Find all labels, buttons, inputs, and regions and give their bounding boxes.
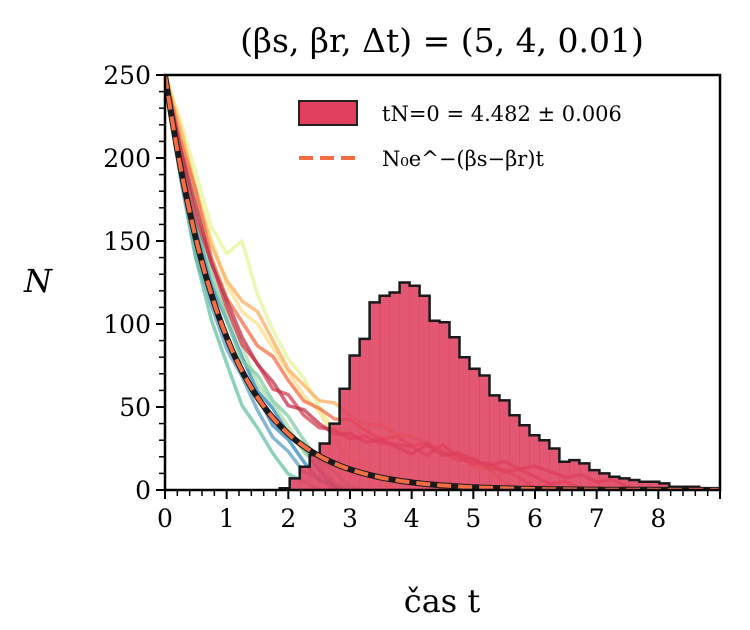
histogram-bar bbox=[599, 473, 610, 490]
x-tick-label: 4 bbox=[404, 504, 420, 533]
histogram-bar bbox=[459, 357, 471, 490]
histogram-bar bbox=[589, 470, 600, 490]
x-tick-label: 7 bbox=[589, 504, 605, 533]
histogram-bar bbox=[319, 443, 331, 490]
chart-title: (βs, βr, Δt) = (5, 4, 0.01) bbox=[240, 21, 644, 60]
histogram-bar bbox=[639, 481, 650, 490]
histogram-bar bbox=[629, 480, 640, 490]
x-tick-label: 8 bbox=[650, 504, 666, 533]
histogram-bar bbox=[619, 478, 630, 490]
y-tick-label: 150 bbox=[103, 227, 151, 256]
histogram-bar bbox=[449, 337, 461, 490]
histogram-bar bbox=[609, 476, 620, 490]
y-tick-label: 0 bbox=[135, 476, 151, 505]
histogram-bar bbox=[329, 423, 341, 490]
x-tick-label: 2 bbox=[280, 504, 296, 533]
histogram-bar bbox=[579, 463, 590, 490]
x-axis-label: čas t bbox=[404, 582, 481, 620]
histogram-bar bbox=[389, 292, 401, 490]
histogram-bar bbox=[359, 338, 371, 490]
histogram-bar bbox=[499, 400, 510, 490]
legend-histogram-label: tN=0 = 4.482 ± 0.006 bbox=[382, 102, 622, 126]
histogram-bar bbox=[349, 355, 361, 490]
histogram-outline bbox=[278, 281, 720, 490]
x-tick-label: 1 bbox=[219, 504, 235, 533]
histogram-bar bbox=[539, 440, 550, 490]
histogram-bar bbox=[289, 478, 301, 490]
y-tick-label: 200 bbox=[103, 144, 151, 173]
histogram-bar bbox=[489, 395, 500, 490]
histogram-bar bbox=[299, 466, 311, 490]
legend-histogram-swatch bbox=[298, 100, 358, 126]
histogram-bar bbox=[439, 322, 451, 490]
x-tick-label: 6 bbox=[527, 504, 543, 533]
trajectory-line bbox=[165, 75, 336, 490]
histogram-bar bbox=[429, 320, 441, 490]
histogram-bar bbox=[649, 481, 660, 490]
histogram-bar bbox=[659, 483, 670, 490]
legend-exponential-label: N₀e^−(βs−βr)t bbox=[382, 147, 544, 171]
histogram-bar bbox=[339, 388, 351, 490]
axes: 0 1 2 3 4 5 6 7 8 0 50 100 150 200 250 bbox=[103, 61, 721, 533]
x-tick-label: 0 bbox=[157, 504, 173, 533]
histogram-bar bbox=[509, 415, 520, 490]
y-tick-label: 250 bbox=[103, 61, 151, 90]
histogram-bar bbox=[409, 285, 421, 490]
histogram-bar bbox=[469, 368, 480, 490]
histogram-bar bbox=[569, 460, 580, 490]
histogram-bar bbox=[479, 375, 490, 490]
x-tick-label: 5 bbox=[465, 504, 481, 533]
y-axis-label: N bbox=[23, 262, 53, 300]
legend: tN=0 = 4.482 ± 0.006 N₀e^−(βs−βr)t bbox=[298, 100, 622, 171]
plot-frame bbox=[163, 73, 722, 492]
histogram-bar bbox=[369, 302, 381, 490]
histogram-bar bbox=[309, 455, 321, 490]
y-tick-label: 50 bbox=[119, 393, 151, 422]
histogram-bar bbox=[529, 435, 540, 490]
y-tick-label: 100 bbox=[103, 310, 151, 339]
histogram-bar bbox=[559, 461, 570, 490]
x-tick-label: 3 bbox=[342, 504, 358, 533]
histogram-bar bbox=[549, 448, 560, 490]
histogram-bar bbox=[399, 282, 411, 490]
histogram bbox=[278, 281, 720, 490]
histogram-bar bbox=[379, 295, 391, 490]
histogram-bar bbox=[419, 295, 431, 490]
histogram-bar bbox=[519, 425, 530, 490]
